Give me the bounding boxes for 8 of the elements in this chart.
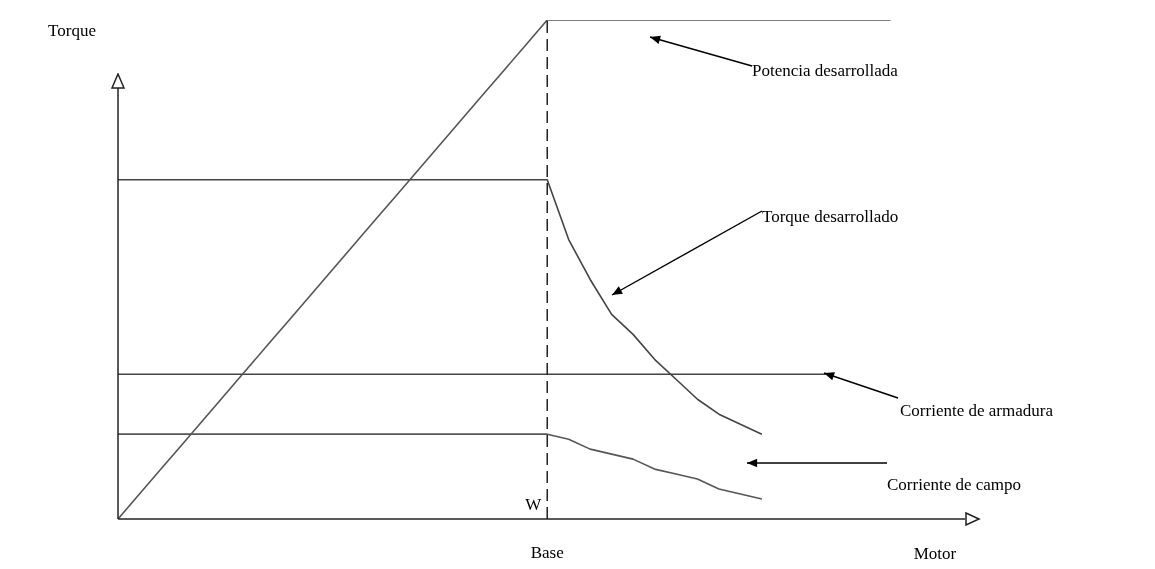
text: Corriente de campo [887,475,1022,495]
text: Base [530,543,564,563]
text: Corriente de armadura [900,401,1054,421]
y-axis-title: Torque [48,21,96,41]
text: Potencia desarrollada [752,61,899,81]
text: W [525,495,542,515]
text: Torque desarrollado [762,207,899,227]
x-axis-title: Motor [913,544,957,564]
